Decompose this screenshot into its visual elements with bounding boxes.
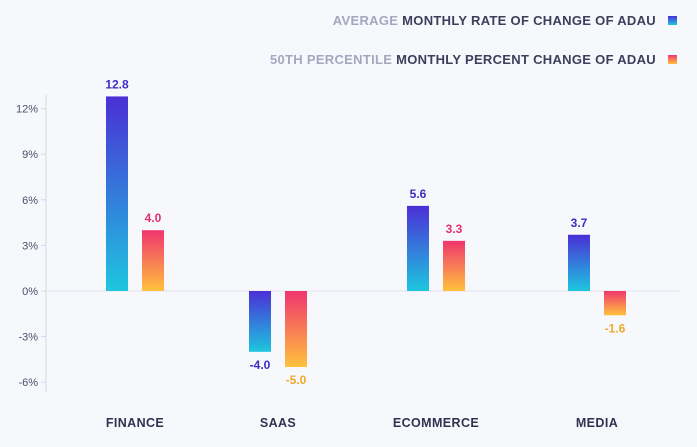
bar-average-media <box>568 234 590 291</box>
bar-average-saas <box>249 291 271 352</box>
bar-percentile-media <box>604 291 626 316</box>
legend-swatch-percentile <box>668 55 677 64</box>
data-label-percentile-saas: -5.0 <box>286 373 307 387</box>
y-tick-label: -3% <box>18 332 38 344</box>
y-tick-label: 12% <box>16 104 38 116</box>
category-label: SAAS <box>260 416 296 430</box>
data-label-percentile-media: -1.6 <box>605 321 626 335</box>
legend-item-average: AVERAGE MONTHLY RATE OF CHANGE OF ADAU <box>333 13 677 28</box>
bar-average-finance <box>106 96 128 291</box>
legend-average-label: MONTHLY RATE OF CHANGE OF ADAU <box>402 13 656 28</box>
data-label-percentile-finance: 4.0 <box>145 211 162 225</box>
y-tick-label: 9% <box>22 149 38 161</box>
category-label: MEDIA <box>576 416 618 430</box>
data-label-average-ecommerce: 5.6 <box>410 187 427 201</box>
legend-swatch-average <box>668 16 677 25</box>
legend-percentile-prefix: 50TH PERCENTILE <box>269 52 393 67</box>
legend-percentile-label: MONTHLY PERCENT CHANGE OF ADAU <box>396 52 656 67</box>
bar-average-ecommerce <box>407 205 429 291</box>
data-label-average-media: 3.7 <box>571 216 588 230</box>
data-label-average-finance: 12.8 <box>105 77 129 91</box>
category-label: FINANCE <box>106 416 164 430</box>
data-label-percentile-ecommerce: 3.3 <box>446 222 463 236</box>
y-tick-label: -6% <box>18 377 38 389</box>
bar-percentile-ecommerce <box>443 240 465 291</box>
bar-percentile-saas <box>285 291 307 367</box>
y-tick-label: 3% <box>22 240 38 252</box>
bar-percentile-finance <box>142 230 164 291</box>
legend-average-prefix: AVERAGE <box>332 13 399 28</box>
y-tick-label: 6% <box>22 195 38 207</box>
data-label-average-saas: -4.0 <box>250 358 271 372</box>
category-label: ECOMMERCE <box>393 416 479 430</box>
y-tick-label: 0% <box>22 286 38 298</box>
legend-item-percentile: 50TH PERCENTILE MONTHLY PERCENT CHANGE O… <box>270 52 677 67</box>
